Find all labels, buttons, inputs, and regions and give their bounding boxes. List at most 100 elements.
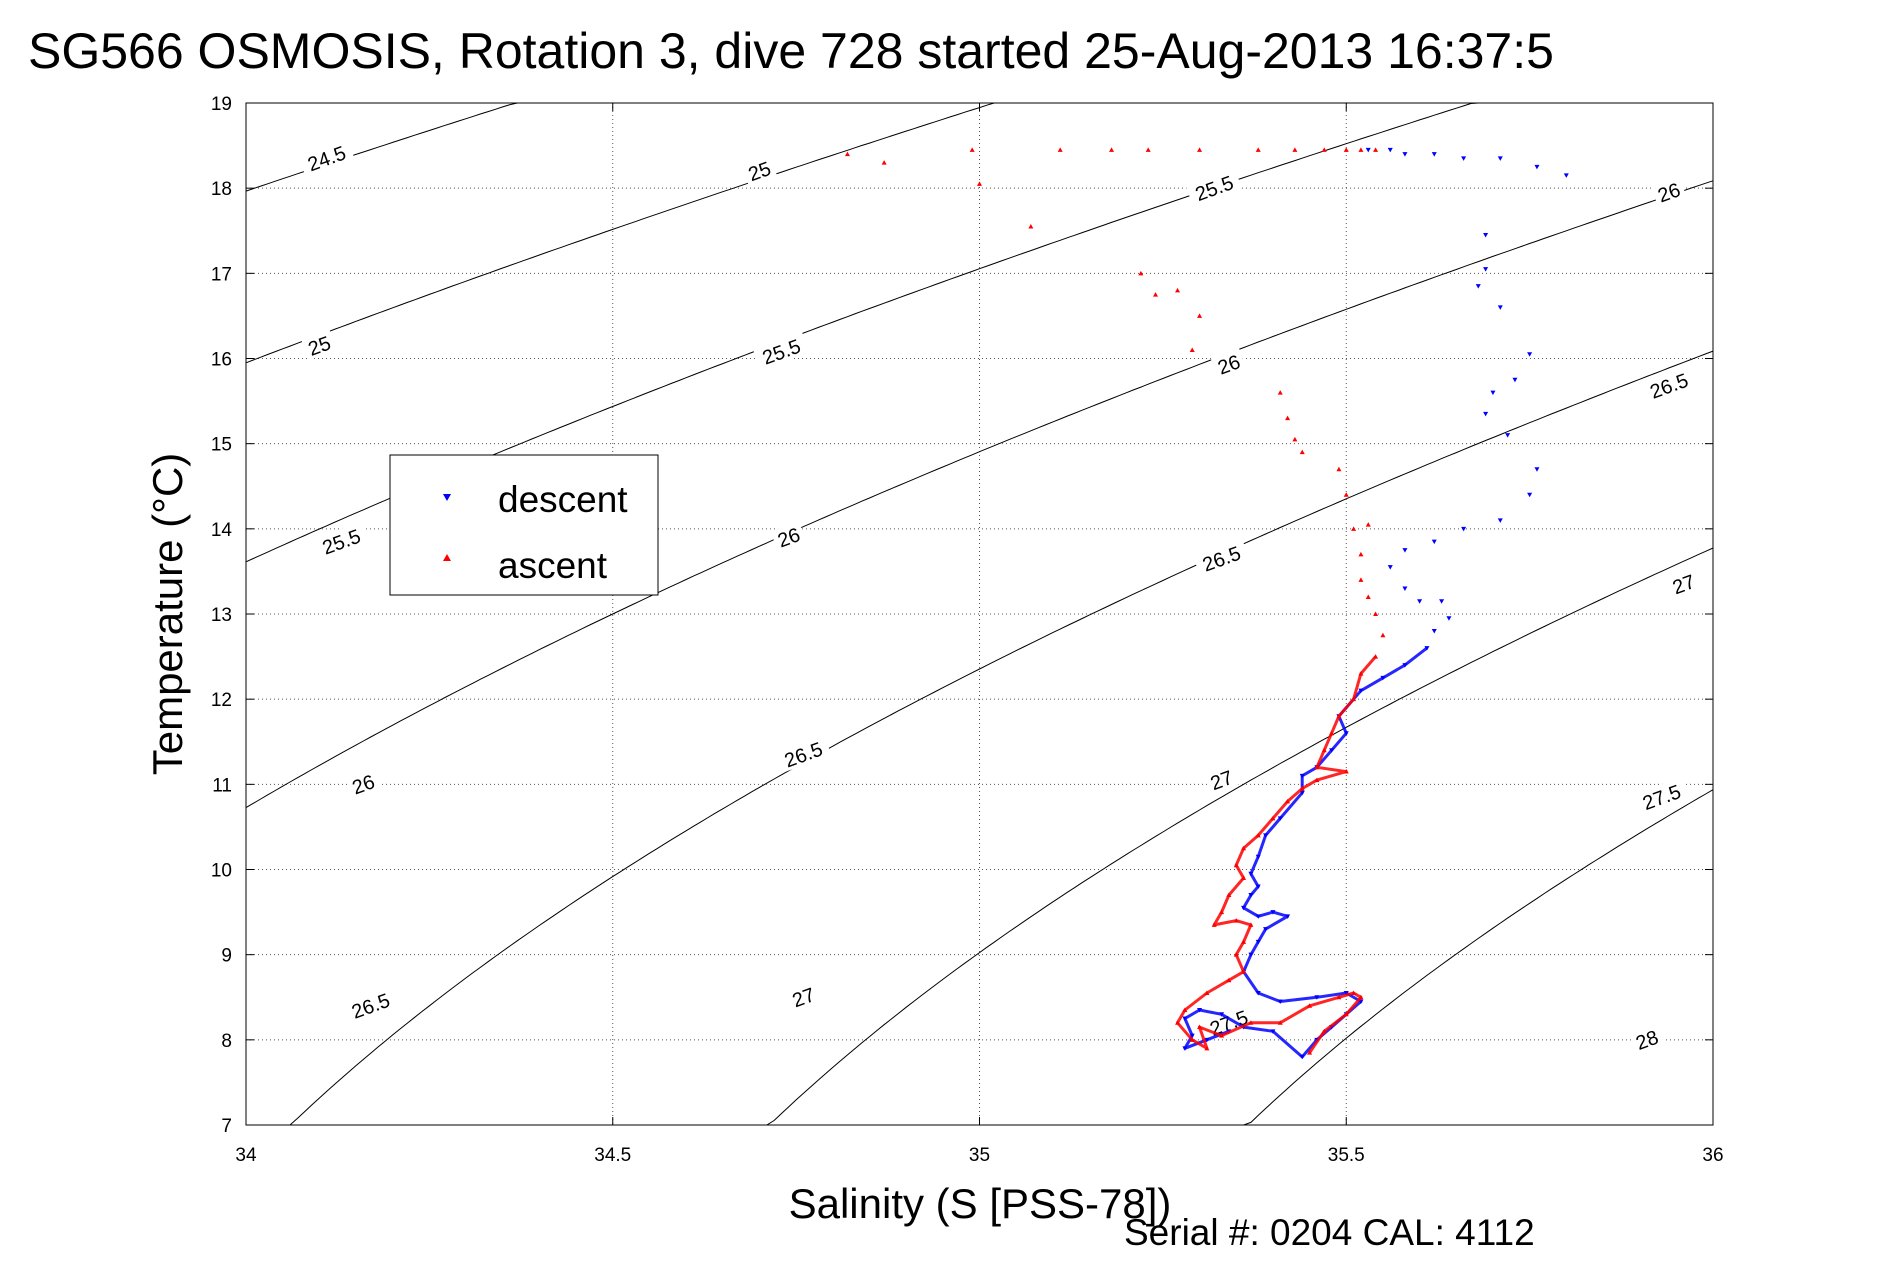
contour-label-backing bbox=[1650, 176, 1687, 207]
descent-point bbox=[1534, 467, 1540, 472]
ascent-point bbox=[1292, 147, 1298, 152]
ascent-point bbox=[1292, 436, 1298, 442]
legend-ascent-label: ascent bbox=[498, 545, 608, 586]
ascent-point bbox=[1226, 977, 1232, 983]
axis-ticks-layer: 34 34.5 35 35.5 36 7 8 9 10 11 12 13 14 15 16 17 18 19 bbox=[211, 94, 1724, 1166]
ascent-point bbox=[1336, 466, 1342, 472]
ascent-point bbox=[1358, 671, 1364, 676]
descent-point bbox=[1527, 352, 1533, 357]
descent-point bbox=[1527, 492, 1533, 498]
ascent-point bbox=[1343, 1011, 1349, 1017]
contour-label-backing bbox=[298, 138, 355, 177]
contour-label-backing bbox=[1640, 365, 1697, 405]
ascent-point bbox=[1138, 270, 1144, 276]
ascent-point bbox=[1358, 147, 1364, 152]
ascent-point bbox=[1343, 147, 1349, 152]
descent-point bbox=[1255, 990, 1261, 996]
y-tick-label: 13 bbox=[211, 605, 232, 626]
descent-point bbox=[1219, 1012, 1225, 1017]
descent-point bbox=[1299, 790, 1305, 796]
ascent-point bbox=[1233, 918, 1239, 923]
ascent-point bbox=[1351, 696, 1357, 702]
serial-cal-footer: Serial #: 0204 CAL: 4112 bbox=[1124, 1212, 1535, 1253]
y-tick-label: 17 bbox=[211, 264, 232, 285]
descent-point bbox=[1475, 284, 1481, 289]
descent-point bbox=[1343, 731, 1349, 736]
descent-point bbox=[1402, 586, 1408, 591]
ascent-point bbox=[1153, 292, 1159, 297]
ascent-point bbox=[844, 151, 850, 157]
ascent-point bbox=[1182, 1007, 1188, 1013]
descent-point bbox=[1497, 518, 1503, 523]
legend-ascent-marker bbox=[443, 554, 451, 561]
contour-label-backing bbox=[345, 767, 381, 799]
ascent-point bbox=[1343, 492, 1349, 497]
descent-point bbox=[1277, 999, 1283, 1005]
descent-point bbox=[1380, 675, 1386, 681]
descent-point bbox=[1263, 927, 1269, 932]
descent-point bbox=[1270, 1029, 1276, 1034]
x-tick-label: 35.5 bbox=[1328, 1145, 1365, 1166]
ascent-point bbox=[1204, 1045, 1210, 1051]
ascent-point bbox=[1336, 713, 1342, 719]
contour-label-backing bbox=[1193, 538, 1250, 577]
descent-point bbox=[1270, 910, 1276, 915]
legend: descent ascent bbox=[389, 454, 659, 596]
ascent-point bbox=[1057, 147, 1063, 152]
ascent-point bbox=[1277, 390, 1283, 395]
ascent-point bbox=[1028, 223, 1034, 229]
descent-point bbox=[1431, 539, 1437, 545]
y-tick-label: 18 bbox=[211, 179, 232, 200]
contour-label-backing bbox=[1628, 1023, 1665, 1055]
ascent-point bbox=[1365, 594, 1371, 599]
descent-point bbox=[1424, 646, 1430, 651]
x-tick-label: 35 bbox=[969, 1145, 990, 1166]
ascent-point bbox=[1373, 611, 1379, 616]
ascent-point bbox=[1241, 969, 1247, 974]
chart-title: SG566 OSMOSIS, Rotation 3, dive 728 star… bbox=[28, 23, 1554, 79]
ascent-point bbox=[1197, 147, 1203, 152]
ascent-point bbox=[1321, 747, 1327, 753]
ascent-point bbox=[1109, 147, 1115, 152]
ascent-point bbox=[1189, 1037, 1195, 1042]
ascent-point bbox=[1219, 1033, 1225, 1038]
ascent-point bbox=[1175, 1020, 1181, 1025]
descent-point bbox=[1417, 599, 1423, 604]
contour-label-backing bbox=[774, 734, 832, 773]
descent-point bbox=[1490, 390, 1496, 396]
descent-point bbox=[1182, 1016, 1188, 1022]
contour-label-backing bbox=[770, 520, 807, 552]
descent-point bbox=[1255, 854, 1261, 860]
ascent-point bbox=[1285, 415, 1291, 421]
descent-point bbox=[1365, 147, 1371, 153]
legend-box bbox=[389, 454, 659, 596]
isopycnal-line bbox=[245, 102, 1046, 364]
ascent-point bbox=[1145, 147, 1151, 152]
descent-point bbox=[1505, 433, 1511, 438]
isopycnal-line bbox=[245, 102, 569, 192]
ascent-point bbox=[1248, 1020, 1254, 1025]
ascent-point bbox=[881, 160, 887, 165]
density-contour-layer bbox=[245, 102, 1714, 1126]
descent-point bbox=[1534, 164, 1540, 170]
ascent-point bbox=[1307, 1050, 1313, 1055]
contour-label-backing bbox=[1203, 763, 1240, 795]
descent-point bbox=[1402, 548, 1408, 553]
ascent-point bbox=[1204, 990, 1210, 995]
ascent-point bbox=[1321, 147, 1327, 152]
contour-label-backing bbox=[1633, 776, 1690, 816]
ascent-point bbox=[1299, 786, 1305, 791]
descent-point bbox=[1277, 816, 1283, 821]
descent-point bbox=[1299, 1054, 1305, 1060]
contour-label-backing bbox=[785, 980, 821, 1012]
ascent-point bbox=[1314, 764, 1320, 770]
ascent-point bbox=[1197, 313, 1203, 318]
ascent-point bbox=[1358, 994, 1364, 1000]
descent-point bbox=[1248, 952, 1254, 958]
x-tick-label: 34 bbox=[235, 1145, 257, 1166]
ascent-point bbox=[1241, 939, 1247, 944]
descent-point bbox=[1263, 833, 1269, 838]
descent-point bbox=[1446, 616, 1452, 621]
contour-label-backing bbox=[741, 154, 777, 186]
ascent-point bbox=[1373, 147, 1379, 152]
